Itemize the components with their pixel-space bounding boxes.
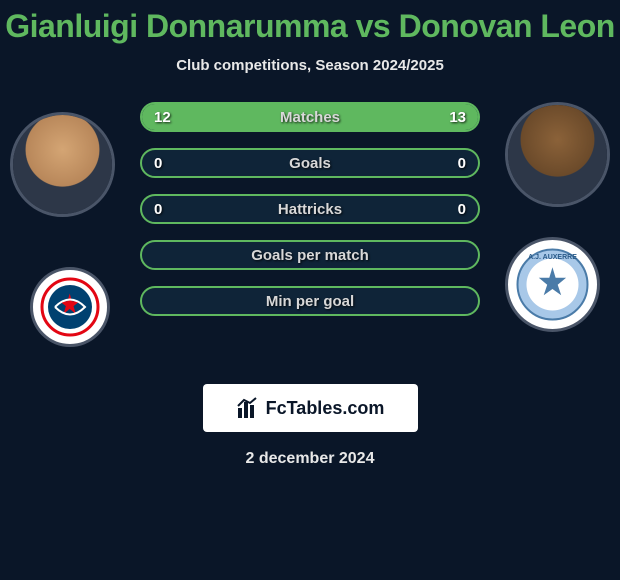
subtitle: Club competitions, Season 2024/2025 bbox=[0, 57, 620, 74]
player-left-avatar bbox=[10, 112, 115, 217]
stat-bar: 0 0 Hattricks bbox=[140, 194, 480, 224]
brand-text: FcTables.com bbox=[266, 398, 385, 419]
chart-icon bbox=[236, 396, 260, 420]
stat-label: Matches bbox=[280, 109, 340, 126]
stat-label: Hattricks bbox=[278, 201, 342, 218]
stat-value-right: 0 bbox=[458, 155, 466, 172]
comparison-panel: A.J. AUXERRE 12 13 Matches 0 0 Goals 0 0 Hattric… bbox=[0, 102, 620, 362]
player-left-club-badge bbox=[30, 267, 110, 347]
stat-value-left: 12 bbox=[154, 109, 171, 126]
stat-bar: Min per goal bbox=[140, 286, 480, 316]
stat-label: Goals bbox=[289, 155, 331, 172]
avatar-placeholder-icon bbox=[508, 105, 607, 204]
brand-box: FcTables.com bbox=[203, 384, 418, 432]
psg-badge-icon bbox=[40, 277, 100, 337]
stat-value-left: 0 bbox=[154, 201, 162, 218]
stat-label: Min per goal bbox=[266, 293, 354, 310]
stat-bar: Goals per match bbox=[140, 240, 480, 270]
stat-value-left: 0 bbox=[154, 155, 162, 172]
stat-bar: 0 0 Goals bbox=[140, 148, 480, 178]
page-title: Gianluigi Donnarumma vs Donovan Leon bbox=[0, 0, 620, 45]
date-text: 2 december 2024 bbox=[0, 450, 620, 468]
player-right-avatar bbox=[505, 102, 610, 207]
stat-value-right: 13 bbox=[449, 109, 466, 126]
stat-bars: 12 13 Matches 0 0 Goals 0 0 Hattricks Goals per m… bbox=[140, 102, 480, 332]
avatar-placeholder-icon bbox=[13, 115, 112, 214]
svg-text:A.J. AUXERRE: A.J. AUXERRE bbox=[528, 254, 577, 261]
stat-value-right: 0 bbox=[458, 201, 466, 218]
stat-label: Goals per match bbox=[251, 247, 369, 264]
player-right-club-badge: A.J. AUXERRE bbox=[505, 237, 600, 332]
auxerre-badge-icon: A.J. AUXERRE bbox=[515, 247, 590, 322]
stat-bar: 12 13 Matches bbox=[140, 102, 480, 132]
